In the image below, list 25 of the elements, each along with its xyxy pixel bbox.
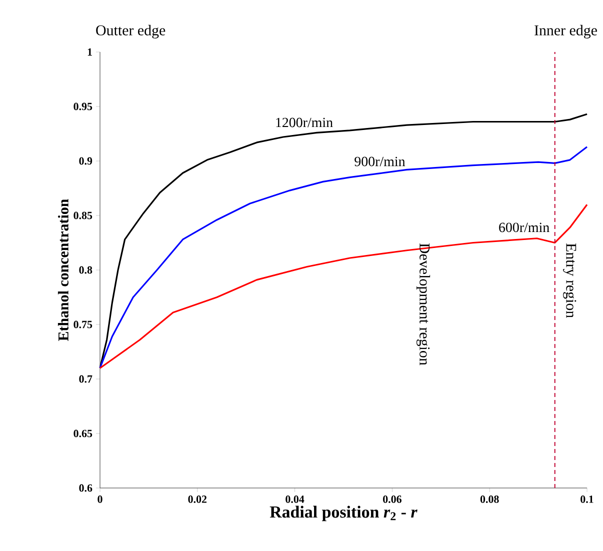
- series-label: 600r/min: [499, 222, 550, 232]
- series-label: 900r/min: [354, 156, 406, 166]
- text: Outter edge: [96, 24, 166, 38]
- line-series: [99, 204, 588, 369]
- y-tick-label: 0.75: [74, 320, 92, 328]
- y-tick-label: 0.85: [74, 212, 92, 220]
- x-tick-label: 0.06: [383, 496, 402, 503]
- y-tick-label: 0.65: [74, 430, 92, 438]
- x-axis-title: Radial position r$_{2}$ - r: [270, 506, 418, 522]
- y-axis-title: Ethanol concentration: [58, 199, 68, 341]
- y-tick-label: 1: [88, 48, 92, 56]
- x-tick-label: 0.02: [188, 496, 207, 503]
- x-tick-label: 0.04: [286, 496, 304, 503]
- y-tick-label: 0.8: [79, 266, 92, 274]
- annotation: Development region: [416, 243, 430, 366]
- y-tick-label: 0.95: [74, 102, 92, 110]
- annotation: Entry region: [563, 243, 576, 318]
- text: Inner edge: [534, 24, 597, 38]
- x-tick-label: 0.1: [580, 496, 594, 503]
- y-tick-label: 0.9: [79, 157, 92, 165]
- x-tick-label: 0.08: [480, 496, 499, 503]
- series-label: 1200r/min: [276, 118, 333, 128]
- y-tick-label: 0.7: [79, 375, 92, 383]
- y-tick-label: 0.6: [79, 484, 92, 492]
- x-tick-label: 0: [98, 496, 102, 503]
